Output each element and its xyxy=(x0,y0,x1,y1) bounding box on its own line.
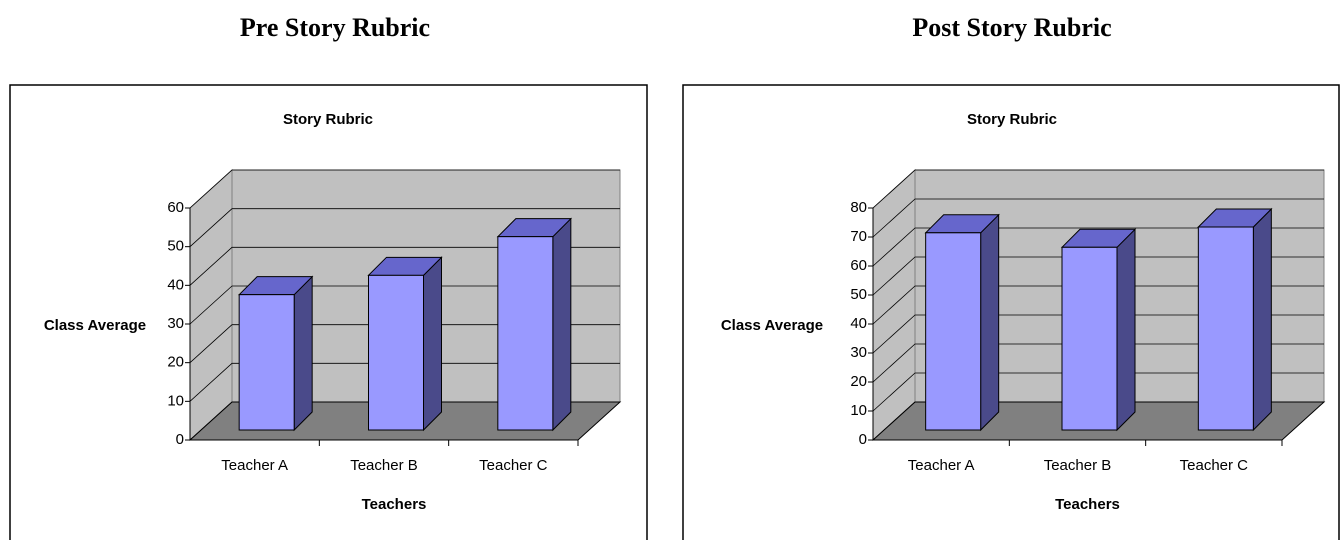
heading: Pre Story Rubric xyxy=(240,13,430,42)
x-tick-label: Teacher B xyxy=(1044,457,1112,474)
bar-side xyxy=(980,213,1000,432)
bar-side xyxy=(552,217,572,432)
grid-line xyxy=(872,343,1324,383)
grid-line xyxy=(189,246,620,286)
grid-line xyxy=(189,324,620,363)
y-tick-label: 60 xyxy=(167,199,184,216)
x-tick-label: Teacher C xyxy=(1180,457,1249,474)
grid-line xyxy=(189,208,620,247)
bar-side xyxy=(423,256,442,432)
y-tick-label: 10 xyxy=(850,402,867,419)
grid-line xyxy=(872,401,1324,441)
grid-line xyxy=(872,314,1324,354)
grid-line xyxy=(872,227,1324,267)
y-tick-label: 10 xyxy=(167,392,184,409)
bar xyxy=(497,236,554,431)
bar xyxy=(925,232,982,431)
y-tick-label: 50 xyxy=(850,286,867,303)
bar xyxy=(1197,226,1254,431)
bar xyxy=(368,274,424,431)
y-tick-label: 80 xyxy=(850,199,867,216)
x-tick-label: Teacher B xyxy=(350,457,418,474)
y-tick-label: 40 xyxy=(850,315,867,332)
y-tick-label: 30 xyxy=(850,344,867,361)
bar xyxy=(238,294,295,431)
heading: Post Story Rubric xyxy=(912,13,1111,42)
grid-line xyxy=(872,372,1324,412)
y-tick-label: 20 xyxy=(850,373,867,390)
x-tick-label: Teacher C xyxy=(479,457,548,474)
bar-side xyxy=(293,275,313,432)
grid-line xyxy=(189,285,620,325)
chart-title: Story Rubric xyxy=(283,111,373,128)
bar xyxy=(1061,246,1118,431)
y-tick-label: 0 xyxy=(859,431,867,448)
y-tick-label: 40 xyxy=(167,276,184,293)
y-tick-label: 20 xyxy=(167,354,184,371)
grid-line xyxy=(189,401,620,441)
y-tick-label: 70 xyxy=(850,228,867,245)
grid-line xyxy=(189,362,620,402)
x-tick-label: Teacher A xyxy=(908,457,975,474)
y-axis-label: Class Average xyxy=(721,317,823,334)
y-tick-label: 30 xyxy=(167,315,184,332)
grid-line xyxy=(189,169,620,209)
bar-side xyxy=(1252,207,1272,432)
grid-line xyxy=(872,198,1324,238)
y-axis-label: Class Average xyxy=(44,317,146,334)
chart-title: Story Rubric xyxy=(967,111,1057,128)
x-axis-label: Teachers xyxy=(362,496,427,513)
grid-line xyxy=(872,256,1324,296)
chart-frame xyxy=(9,84,648,540)
chart-frame xyxy=(682,84,1340,540)
grid-line xyxy=(872,169,1324,209)
y-tick-label: 50 xyxy=(167,238,184,255)
x-axis-label: Teachers xyxy=(1055,496,1120,513)
y-tick-label: 60 xyxy=(850,257,867,274)
y-tick-label: 0 xyxy=(176,431,184,448)
x-tick-label: Teacher A xyxy=(221,457,288,474)
bar-side xyxy=(1116,228,1136,432)
grid-line xyxy=(872,285,1324,325)
